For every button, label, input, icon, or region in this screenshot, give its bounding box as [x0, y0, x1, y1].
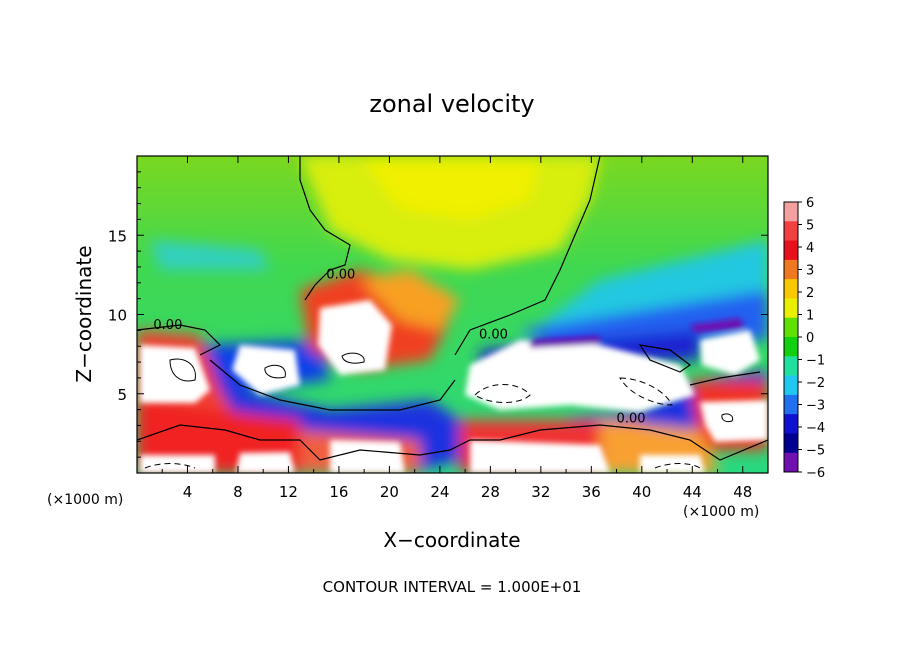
- colorbar-swatch: [784, 279, 798, 299]
- colorbar-swatch: [784, 317, 798, 338]
- colorbar-swatch: [784, 240, 798, 261]
- x-tick-label: 36: [582, 483, 601, 501]
- colorbar-swatch: [784, 298, 798, 319]
- contour-label: 0.00: [479, 328, 508, 343]
- colorbar-swatch: [784, 452, 798, 473]
- x-units-left: (×1000 m): [47, 492, 123, 508]
- x-tick-label: 32: [531, 483, 550, 501]
- contour-label: 0.00: [326, 267, 355, 282]
- contour-label: 0.00: [617, 412, 646, 427]
- colorbar-label: 1: [806, 309, 814, 324]
- contour-interval-footer: CONTOUR INTERVAL = 1.000E+01: [323, 578, 582, 596]
- colorbar-swatch: [784, 375, 798, 396]
- x-axis-ticks: 4 8 12 16 20 24 28 32 36 40 44 48: [161, 156, 752, 501]
- x-tick-label: 40: [632, 483, 651, 501]
- colorbar-label: 2: [806, 286, 814, 301]
- colorbar-label: −1: [806, 354, 825, 369]
- contour-label: 0.00: [153, 318, 182, 333]
- x-tick-label: 12: [279, 483, 298, 501]
- colorbar: 6 5 4 3 2 1 0 −1 −2 −3 −4 −5 −6: [783, 196, 825, 481]
- y-axis-ticks: 5 10 15: [108, 171, 768, 458]
- colorbar-label: 5: [806, 219, 814, 234]
- colorbar-label: 6: [806, 196, 814, 211]
- colorbar-swatch: [784, 394, 798, 415]
- x-tick-label: 48: [733, 483, 752, 501]
- x-units-right: (×1000 m): [683, 504, 759, 520]
- x-tick-label: 4: [183, 483, 193, 501]
- x-tick-label: 44: [683, 483, 702, 501]
- colorbar-swatch: [784, 356, 798, 377]
- colorbar-label: −4: [806, 421, 825, 436]
- colorbar-swatch: [784, 337, 798, 357]
- y-axis-label: Z−coordinate: [72, 245, 96, 382]
- x-tick-label: 24: [430, 483, 449, 501]
- colorbar-swatch: [784, 414, 798, 434]
- colorbar-label: 0: [806, 331, 814, 346]
- contour-labels: 0.00 0.00 0.00 0.00: [153, 267, 645, 426]
- y-tick-label: 5: [117, 386, 127, 404]
- colorbar-label: 3: [806, 264, 814, 279]
- colorbar-swatch: [784, 259, 798, 280]
- x-tick-label: 28: [481, 483, 500, 501]
- y-tick-label: 15: [108, 227, 127, 245]
- colorbar-label: −6: [806, 466, 825, 481]
- x-tick-label: 8: [233, 483, 243, 501]
- x-axis-label: X−coordinate: [383, 528, 520, 552]
- colorbar-swatch: [784, 202, 798, 222]
- colorbar-label: −5: [806, 444, 825, 459]
- x-tick-label: 20: [380, 483, 399, 501]
- y-tick-label: 10: [108, 307, 127, 325]
- x-tick-label: 16: [329, 483, 348, 501]
- colorbar-swatch: [784, 433, 798, 454]
- colorbar-label: 4: [806, 241, 814, 256]
- colorbar-label: −3: [806, 399, 825, 414]
- colorbar-label: −2: [806, 376, 825, 391]
- heatmap-field: [137, 156, 768, 473]
- colorbar-swatch: [784, 221, 798, 242]
- chart-title: zonal velocity: [369, 90, 534, 118]
